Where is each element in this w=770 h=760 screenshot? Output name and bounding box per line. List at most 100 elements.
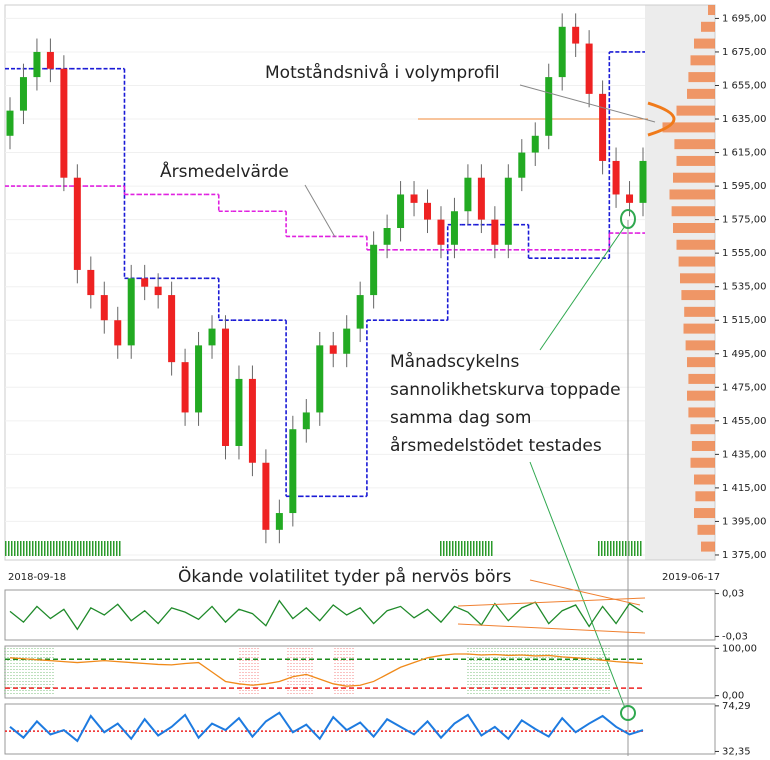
y-tick-label: -0,03	[722, 631, 748, 642]
profile-bar	[685, 340, 715, 351]
profile-bar	[697, 524, 715, 535]
signal-bar	[440, 541, 442, 556]
profile-bar	[687, 88, 715, 99]
profile-peak	[647, 101, 676, 137]
signal-bar	[68, 541, 70, 556]
profile-bar	[688, 72, 715, 83]
trend-line	[457, 597, 646, 607]
signal-bar	[89, 541, 91, 556]
signal-bar	[53, 541, 55, 556]
pointer	[519, 84, 656, 123]
candle-body	[289, 429, 297, 514]
profile-bar	[683, 323, 715, 334]
candle-body	[100, 295, 108, 321]
candle-body	[60, 68, 68, 178]
annotation: Månadscykelns	[390, 351, 520, 372]
signal-bar	[458, 541, 460, 556]
profile-bar	[671, 206, 715, 217]
profile-bar	[662, 122, 715, 133]
candle-body	[518, 152, 526, 178]
profile-bar	[690, 457, 715, 468]
annotation: Motståndsnivå i volymprofil	[265, 62, 500, 83]
signal-bar	[8, 541, 10, 556]
signal-bar	[470, 541, 472, 556]
profile-bar	[690, 55, 715, 66]
y-tick-label: 1 415,00	[722, 483, 767, 494]
signal-bar	[455, 541, 457, 556]
profile-bar	[676, 155, 715, 166]
profile-bar	[690, 424, 715, 435]
series-line	[9, 599, 644, 631]
annotation: samma dag som	[390, 408, 531, 428]
candle-body	[114, 320, 122, 346]
signal-bar	[107, 541, 109, 556]
y-tick-label: 1 695,00	[722, 13, 767, 24]
candle-body	[424, 202, 432, 220]
pointer	[529, 461, 626, 709]
signal-bar	[473, 541, 475, 556]
signal-bar	[29, 541, 31, 556]
panel-frame	[4, 703, 716, 755]
annotation: sannolikhetskurva toppade	[390, 380, 621, 400]
signal-bar	[5, 541, 7, 556]
signal-bar	[479, 541, 481, 556]
candle-body	[383, 228, 391, 245]
candle-body	[626, 194, 634, 203]
candle-body	[491, 219, 499, 245]
series-line	[9, 711, 644, 743]
candle-body	[356, 295, 364, 329]
signal-bar	[71, 541, 73, 556]
signal-bar	[613, 541, 615, 556]
candle-body	[531, 135, 539, 153]
x-label: 2019-06-17	[662, 572, 720, 583]
profile-bar	[694, 38, 715, 49]
signal-bar	[604, 541, 606, 556]
annotation: årsmedelstödet testades	[390, 435, 602, 456]
candle-body	[127, 278, 135, 346]
candle-body	[585, 43, 593, 94]
candle-body	[73, 177, 81, 270]
candle-body	[168, 295, 176, 363]
signal-bar	[92, 541, 94, 556]
candle-body	[558, 26, 566, 78]
profile-bar	[669, 189, 715, 200]
signal-bar	[83, 541, 85, 556]
candle-body	[639, 160, 647, 203]
candle-body	[33, 51, 41, 78]
candle-body	[46, 51, 54, 69]
signal-bar	[23, 541, 25, 556]
signal-bar	[467, 541, 469, 556]
signal-bar	[59, 541, 61, 556]
candle-body	[195, 345, 203, 413]
y-tick-label: 1 375,00	[722, 550, 767, 561]
signal-bar	[50, 541, 52, 556]
y-tick-label: 1 635,00	[722, 114, 767, 125]
profile-bar	[678, 256, 715, 267]
signal-bar	[637, 541, 639, 556]
signal-bar	[640, 541, 642, 556]
signal-bar	[610, 541, 612, 556]
y-tick-label: 1 615,00	[722, 148, 767, 159]
candle-body	[343, 328, 351, 354]
annotation: Ökande volatilitet tyder på nervös börs	[178, 565, 512, 587]
y-tick-label: 100,00	[722, 643, 757, 654]
signal-bar	[482, 541, 484, 556]
y-tick-label: 1 435,00	[722, 449, 767, 460]
candle-body	[6, 110, 14, 136]
candle-body	[221, 328, 229, 446]
signal-bar	[619, 541, 621, 556]
annotation: Årsmedelvärde	[160, 160, 289, 182]
candle-body	[141, 278, 149, 287]
profile-bar	[680, 273, 715, 284]
signal-bar	[110, 541, 112, 556]
signal-bar	[485, 541, 487, 556]
signal-bar	[488, 541, 490, 556]
signal-bar	[32, 541, 34, 556]
signal-bar	[443, 541, 445, 556]
candle-body	[262, 462, 270, 530]
y-tick-label: 0,00	[722, 691, 744, 702]
signal-bar	[119, 541, 121, 556]
profile-bar	[687, 390, 715, 401]
signal-bar	[601, 541, 603, 556]
profile-bar	[701, 21, 715, 32]
